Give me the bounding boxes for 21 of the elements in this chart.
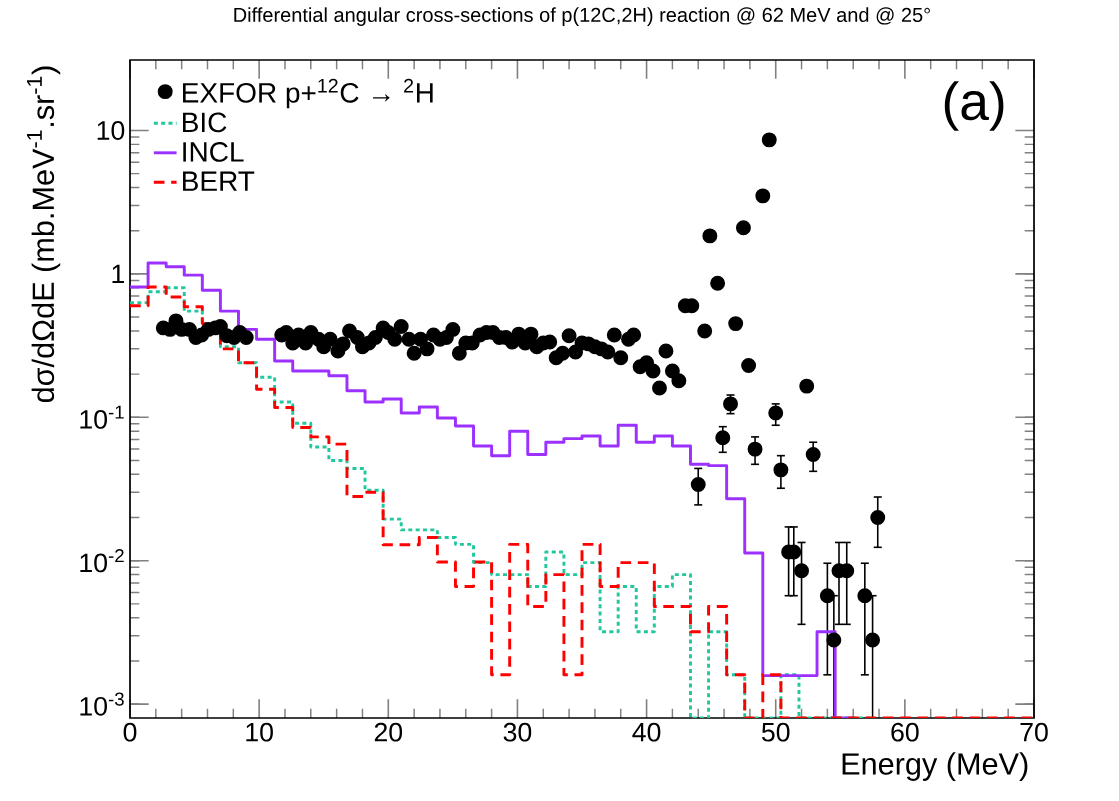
legend-label: BERT (183, 171, 255, 191)
legend-label: BIC (183, 112, 227, 133)
x-tick-label: 10 (246, 722, 273, 742)
legend-label: INCL (183, 142, 244, 162)
x-tick-label: 0 (123, 722, 137, 742)
y-tick-label: 10$^{-2}$ (80, 549, 124, 573)
x-tick-label: 20 (374, 722, 403, 742)
x-tick-label: 30 (503, 722, 532, 742)
annotation: (a) (944, 81, 1004, 131)
x-tick-label: 70 (1020, 722, 1048, 742)
legend-label: EXFOR p+$^{12}$C → $^{2}$H (183, 78, 433, 109)
y-tick-label: 1 (112, 264, 124, 284)
y-axis-title: dσ/dΩdE (mb.MeV$^{-1}$.sr$^{-1}$) (27, 66, 61, 403)
chart-title: Differential angular cross-sections of p(12C,2H) reaction @ 62 MeV and @ 25° (234, 7, 930, 26)
x-tick-label: 60 (891, 722, 919, 742)
x-tick-label: 40 (632, 722, 661, 742)
x-tick-label: 50 (761, 722, 790, 742)
y-tick-label: 10 (97, 121, 125, 140)
x-axis-title: Energy (MeV) (842, 752, 1028, 781)
y-tick-label: 10$^{-1}$ (80, 405, 124, 429)
y-tick-label: 10$^{-3}$ (80, 692, 124, 716)
